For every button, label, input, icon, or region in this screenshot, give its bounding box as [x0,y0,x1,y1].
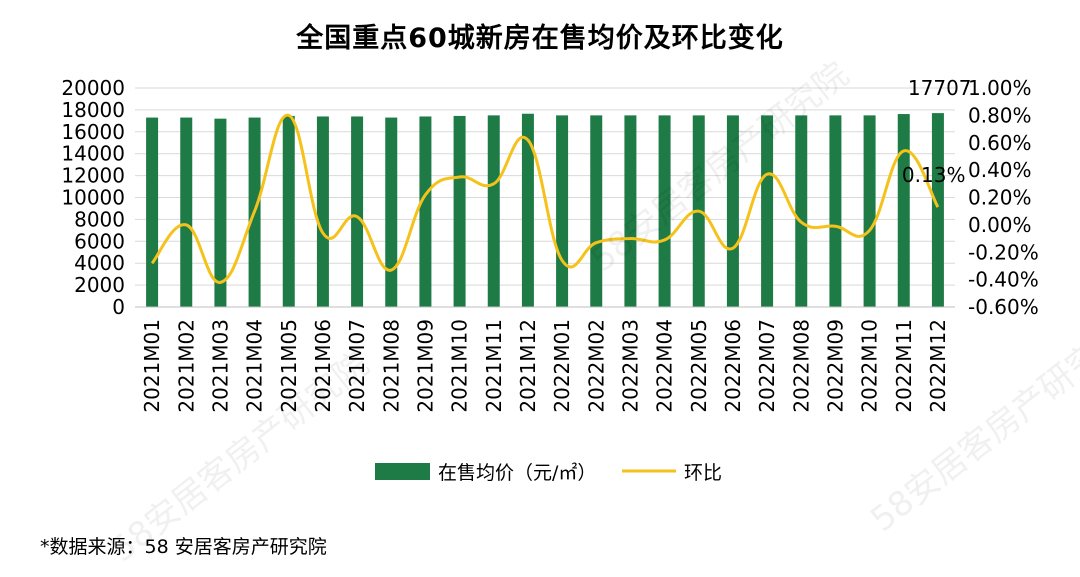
left-tick-label: 18000 [61,98,125,122]
x-tick-label: 2022M04 [653,319,677,413]
bar [316,116,329,307]
last-line-label: 0.13% [902,163,966,187]
bar [761,115,774,307]
x-tick-label: 2022M05 [687,319,711,413]
bar [180,117,193,307]
bar [214,118,227,307]
x-tick-label: 2021M06 [311,319,335,413]
x-tick-label: 2021M05 [277,319,301,413]
right-axis: -0.60% -0.40% -0.20% 0.00% 0.20% 0.40% 0.60% 0.… [968,76,1039,319]
left-tick-label: 12000 [61,164,125,188]
bar [521,113,534,307]
left-tick-label: 16000 [61,120,125,144]
bar [829,115,842,307]
x-tick-label: 2021M12 [516,319,540,413]
left-tick-label: 0 [112,295,125,319]
bar [419,116,432,307]
bar [282,115,295,307]
bar [863,115,876,307]
right-tick-label: 0.20% [968,186,1032,210]
right-tick-label: 0.80% [968,103,1032,127]
x-tick-label: 2022M01 [550,319,574,413]
left-tick-label: 2000 [74,273,125,297]
line-series-path [150,113,940,284]
x-axis: 2021M01 2021M02 2021M03 2021M04 2021M05 2021M… [135,306,955,413]
bar [795,115,808,307]
chart-title: 全国重点60城新房在售均价及环比变化 [296,23,784,54]
bar [453,115,466,307]
legend-bar-label: 在售均价（元/㎡） [438,461,596,484]
annotations: 17707 0.13% [902,76,972,187]
x-tick-label: 2022M02 [584,319,608,413]
x-tick-label: 2022M03 [618,319,642,413]
left-tick-label: 6000 [74,229,125,253]
right-tick-label: 0.00% [968,213,1032,237]
x-tick-label: 2021M02 [174,319,198,413]
x-tick-label: 2021M09 [413,319,437,413]
right-tick-label: -0.60% [968,295,1039,319]
right-tick-label: 1.00% [968,76,1032,100]
x-tick-label: 2022M09 [823,319,847,413]
left-tick-label: 14000 [61,142,125,166]
x-tick-label: 2021M03 [208,319,232,413]
bar [146,117,159,307]
legend-bar-swatch [375,463,430,480]
left-axis: 0200040006000800010000120001400016000180… [61,76,125,319]
bar [351,116,364,307]
line-series [150,113,940,284]
right-tick-label: -0.20% [968,240,1039,264]
right-tick-label: 0.40% [968,158,1032,182]
left-tick-label: 8000 [74,207,125,231]
bar [556,115,569,307]
left-tick-label: 4000 [74,251,125,275]
x-tick-label: 2022M10 [858,319,882,413]
bar-series [146,113,944,307]
x-tick-label: 2021M04 [243,319,267,413]
last-bar-label: 17707 [908,76,972,100]
x-tick-label: 2021M11 [482,319,506,413]
left-tick-label: 20000 [61,76,125,100]
x-tick-label: 2022M06 [721,319,745,413]
bar [726,115,739,307]
x-tick-label: 2022M07 [755,319,779,413]
left-tick-label: 10000 [61,186,125,210]
bar [624,115,637,307]
x-tick-label: 2021M10 [448,319,472,413]
legend-line-label: 环比 [684,462,722,484]
x-tick-label: 2021M08 [379,319,403,413]
right-tick-label: 0.60% [968,131,1032,155]
x-tick-label: 2022M12 [926,319,950,413]
bar [385,117,398,307]
bar [658,115,671,307]
bar [897,114,910,307]
x-tick-label: 2022M08 [789,319,813,413]
x-tick-label: 2022M11 [892,319,916,413]
right-tick-label: -0.40% [968,268,1039,292]
bar [931,113,944,307]
bar [590,115,603,307]
x-tick-label: 2021M07 [345,319,369,413]
legend: 在售均价（元/㎡） 环比 [375,461,722,484]
bar [487,115,500,307]
x-tick-label: 2021M01 [140,319,164,413]
source-note: *数据来源：58 安居客房产研究院 [40,536,327,558]
